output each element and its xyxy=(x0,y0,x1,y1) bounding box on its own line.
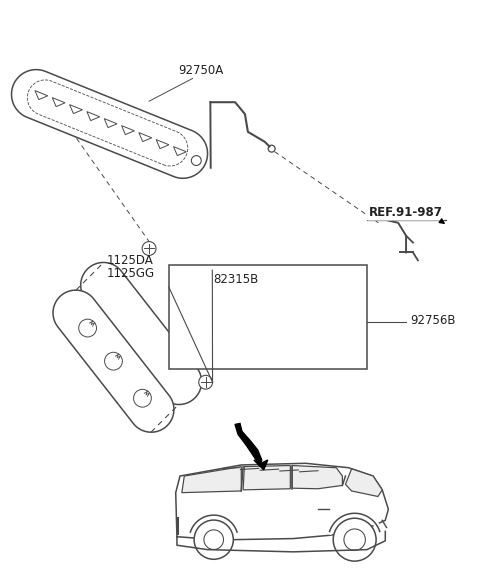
Circle shape xyxy=(79,319,96,337)
Polygon shape xyxy=(53,290,174,432)
Polygon shape xyxy=(81,263,202,404)
Polygon shape xyxy=(254,460,268,470)
Polygon shape xyxy=(182,467,241,492)
Text: 92750A: 92750A xyxy=(179,64,224,78)
Circle shape xyxy=(199,375,213,389)
Polygon shape xyxy=(27,80,188,166)
Circle shape xyxy=(268,145,275,152)
Polygon shape xyxy=(243,466,290,490)
Polygon shape xyxy=(176,463,388,539)
Text: 92756B: 92756B xyxy=(410,314,456,327)
Circle shape xyxy=(333,518,376,561)
Text: REF.91-987: REF.91-987 xyxy=(369,206,443,219)
Polygon shape xyxy=(292,466,342,489)
Bar xyxy=(169,265,367,369)
Polygon shape xyxy=(12,70,207,178)
Text: 82315B: 82315B xyxy=(213,273,259,286)
Circle shape xyxy=(194,520,233,559)
Text: 1125GG: 1125GG xyxy=(107,267,155,280)
Circle shape xyxy=(105,352,122,370)
Polygon shape xyxy=(346,469,382,496)
Circle shape xyxy=(344,529,365,550)
Polygon shape xyxy=(235,423,262,466)
Circle shape xyxy=(204,530,224,549)
Circle shape xyxy=(133,389,151,407)
Circle shape xyxy=(142,241,156,255)
Circle shape xyxy=(192,155,201,165)
Text: 1125DA: 1125DA xyxy=(107,255,153,267)
